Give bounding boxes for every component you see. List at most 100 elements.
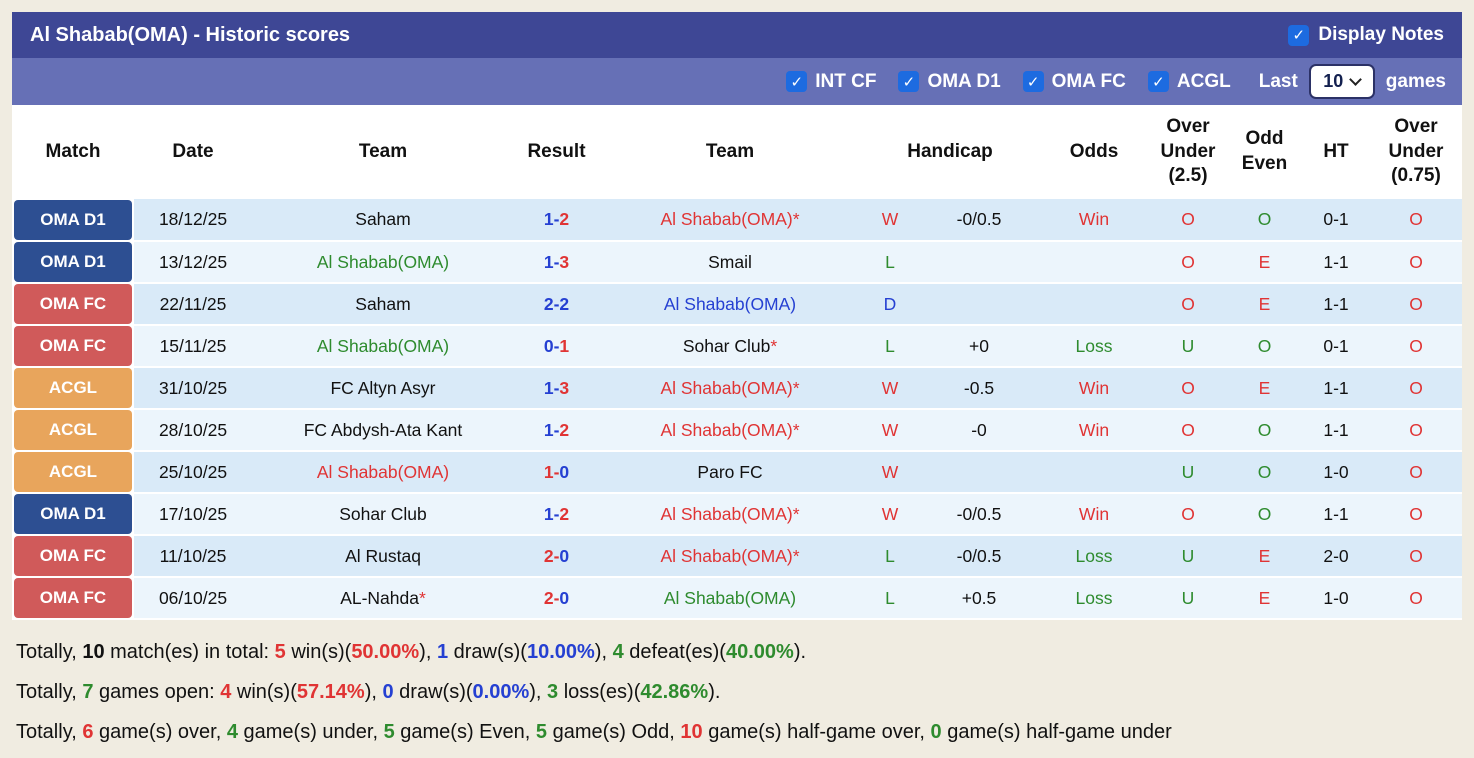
ht-cell: 1-1 [1302,493,1370,536]
home-score: 1 [543,503,554,524]
display-notes-toggle[interactable]: ✓ Display Notes [1288,24,1444,46]
odd-even-value: O [1257,503,1272,524]
league-badge: ACGL [14,368,132,408]
checkbox-checked-icon[interactable]: ✓ [898,71,920,92]
team-name[interactable]: Saham [355,293,411,314]
league-badge-cell: ACGL [12,451,134,493]
handicap-cell: +0.5 [919,577,1039,620]
team-name[interactable]: FC Altyn Asyr [330,377,436,398]
over-under-25-value: U [1181,587,1195,608]
team-name[interactable]: Al Shabab(OMA) [316,461,450,482]
summary-line-1: Totally, 10 match(es) in total: 5 win(s)… [16,632,1458,672]
result-letter-cell: D [861,283,919,326]
odds-cell [1039,451,1149,494]
score-dash: - [553,461,560,482]
league-filter-oma-fc[interactable]: ✓ OMA FC [1022,71,1126,93]
home-team-cell: Saham [252,283,514,326]
star-marker: * [792,377,800,398]
away-team-cell: Sohar Club* [599,325,861,368]
league-badge-cell: ACGL [12,409,134,451]
away-team-cell: Al Shabab(OMA)* [599,199,861,242]
match-date: 22/11/25 [159,293,227,314]
column-header: Odds [1039,105,1149,199]
ht-cell: 1-0 [1302,451,1370,494]
score-dash: - [553,209,560,229]
odds-value: Loss [1075,545,1113,566]
summary-segment: game(s) over, [93,721,227,743]
team-name[interactable]: Al Shabab(OMA) [660,545,793,566]
home-team-cell: AL-Nahda* [252,577,514,620]
over-under-075-value: O [1409,545,1423,566]
checkbox-checked-icon[interactable]: ✓ [1147,71,1169,92]
team-name[interactable]: Sohar Club [339,503,427,524]
handicap-value: -0/0.5 [956,209,1002,229]
over-under-075-cell: O [1370,283,1462,326]
odd-even-value: E [1258,587,1271,608]
checkbox-checked-icon[interactable]: ✓ [1022,71,1044,92]
over-under-075-cell: O [1370,409,1462,452]
over-under-075-value: O [1409,419,1423,440]
team-name[interactable]: Al Rustaq [345,545,421,566]
away-score: 2 [559,209,570,229]
star-marker: * [792,503,800,524]
handicap-cell [919,283,1039,326]
team-name[interactable]: FC Abdysh-Ata Kant [303,419,463,440]
odds-value: Win [1078,419,1110,440]
match-date: 13/12/25 [158,251,228,272]
over-under-075-value: O [1409,293,1423,314]
team-name[interactable]: Al Shabab(OMA) [663,293,797,314]
team-name[interactable]: Al Shabab(OMA) [660,503,793,524]
match-date-cell: 15/11/25 [134,325,252,368]
last-games-select[interactable]: 10 [1308,64,1375,99]
league-badge: OMA FC [14,284,132,324]
team-name[interactable]: Al Shabab(OMA) [660,209,793,229]
team-name[interactable]: AL-Nahda [340,587,419,608]
over-under-075-value: O [1409,209,1423,229]
match-row: OMA D1 13/12/25 Al Shabab(OMA) 1-3 Smail L O E 1… [12,241,1462,284]
result-letter-cell: W [861,367,919,410]
column-header: Match [12,105,134,199]
column-header: Handicap [861,105,1039,199]
summary-line-2: Totally, 7 games open: 4 win(s)(57.14%),… [16,672,1458,712]
league-filter-oma-d1[interactable]: ✓ OMA D1 [898,71,1001,93]
over-under-25-cell: U [1149,325,1227,368]
odds-value: Win [1078,503,1110,524]
league-badge-cell: OMA FC [12,325,134,367]
team-name[interactable]: Smail [708,251,752,272]
over-under-25-value: O [1181,251,1195,272]
table-body: OMA D1 18/12/25 Saham 1-2 Al Shabab(OMA)* W -0… [12,199,1462,620]
league-filter-int-cf[interactable]: ✓ INT CF [786,71,876,93]
summary-segment: 50.00% [351,641,420,663]
odd-even-value: E [1258,377,1271,398]
column-header: HT [1302,105,1370,199]
odds-cell: Win [1039,199,1149,242]
summary-segment: Totally, [16,681,83,703]
result-cell: 1-0 [514,451,599,494]
away-score: 3 [559,377,570,398]
odds-cell: Loss [1039,325,1149,368]
team-name[interactable]: Al Shabab(OMA) [660,377,793,398]
team-name[interactable]: Paro FC [697,461,763,482]
league-filter-acgl[interactable]: ✓ ACGL [1147,71,1231,93]
handicap-cell: -0.5 [919,367,1039,410]
checkbox-checked-icon[interactable]: ✓ [786,71,808,92]
checkbox-checked-icon[interactable]: ✓ [1288,24,1310,46]
team-name[interactable]: Al Shabab(OMA) [663,587,797,608]
team-name[interactable]: Saham [355,209,411,229]
score-dash: - [553,293,560,314]
match-date-cell: 18/12/25 [134,199,252,242]
odd-even-cell: O [1227,493,1302,536]
summary-segment: 1 [436,641,449,663]
away-team-cell: Al Shabab(OMA)* [599,409,861,452]
match-row: ACGL 31/10/25 FC Altyn Asyr 1-3 Al Shabab(OM… [12,367,1462,410]
score-dash: - [553,419,560,440]
result-letter-cell: W [861,409,919,452]
away-score: 1 [559,335,570,356]
team-name[interactable]: Al Shabab(OMA) [316,251,450,272]
team-name[interactable]: Sohar Club [682,335,771,356]
result-letter: W [881,461,899,482]
team-name[interactable]: Al Shabab(OMA) [316,335,450,356]
over-under-25-value: U [1181,545,1195,566]
team-name[interactable]: Al Shabab(OMA) [660,419,793,440]
summary-segment: ), [419,641,437,663]
